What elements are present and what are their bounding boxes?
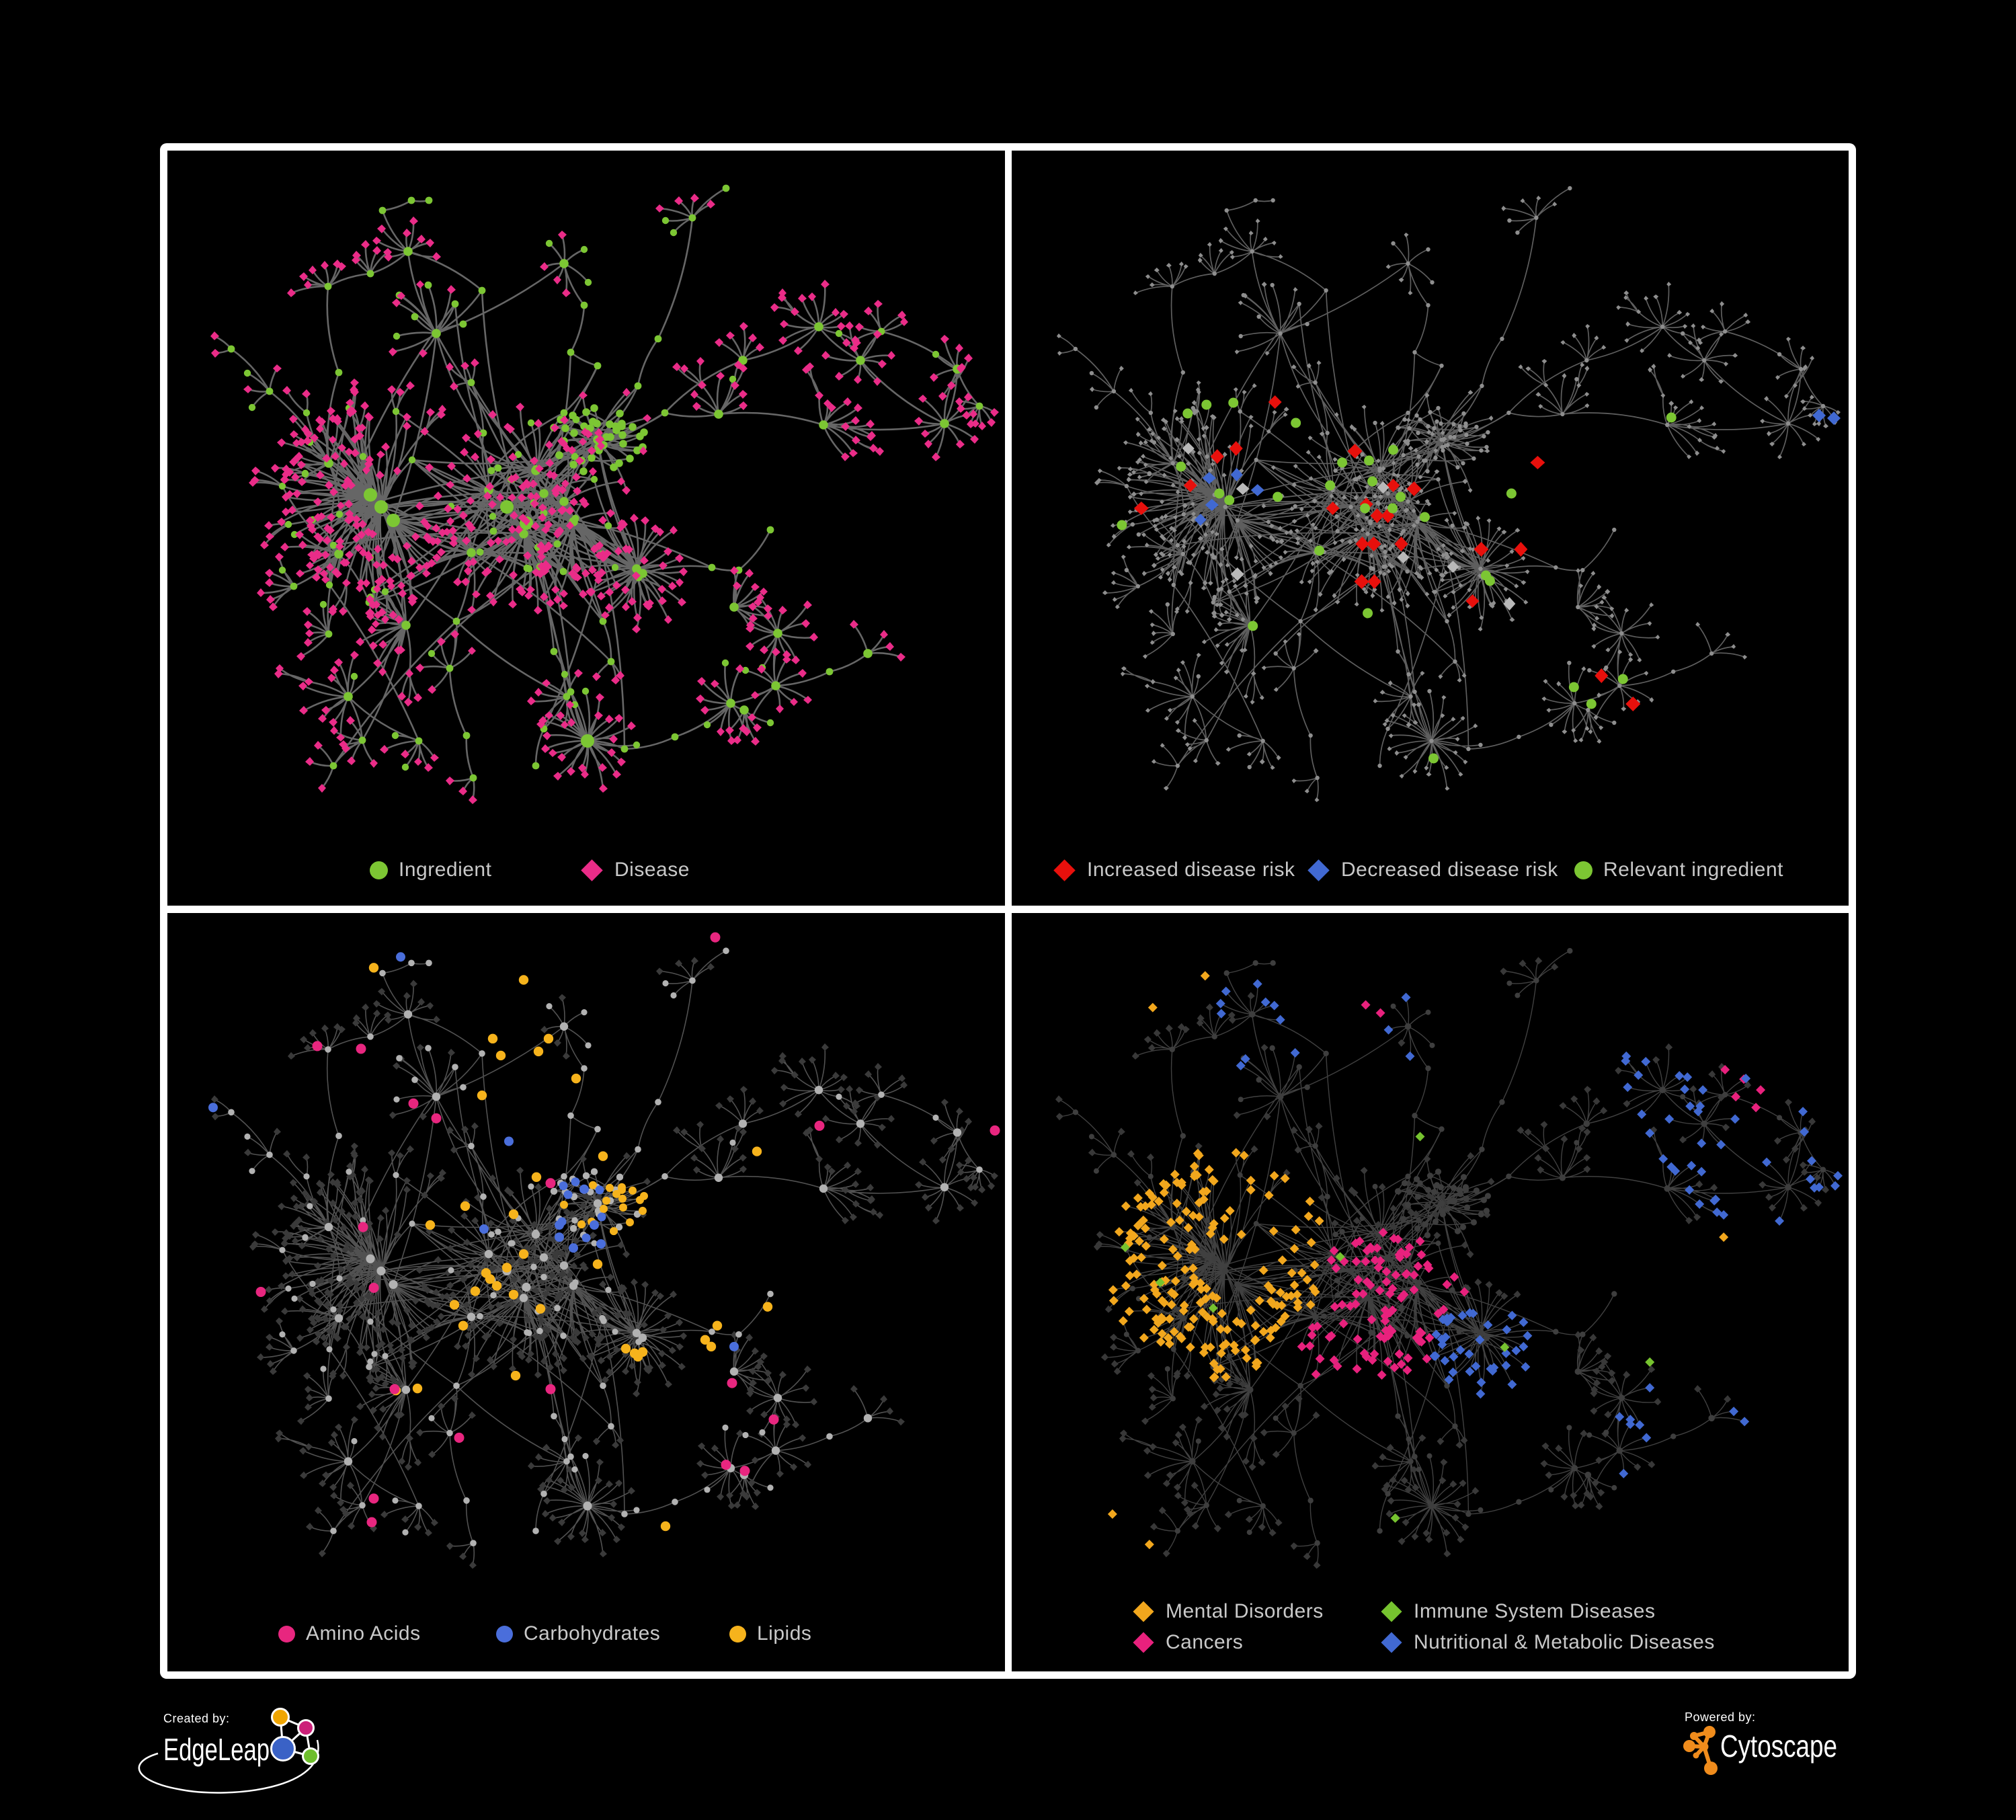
- svg-text:EdgeLeap: EdgeLeap: [163, 1732, 270, 1767]
- svg-text:Cytoscape: Cytoscape: [1720, 1729, 1837, 1764]
